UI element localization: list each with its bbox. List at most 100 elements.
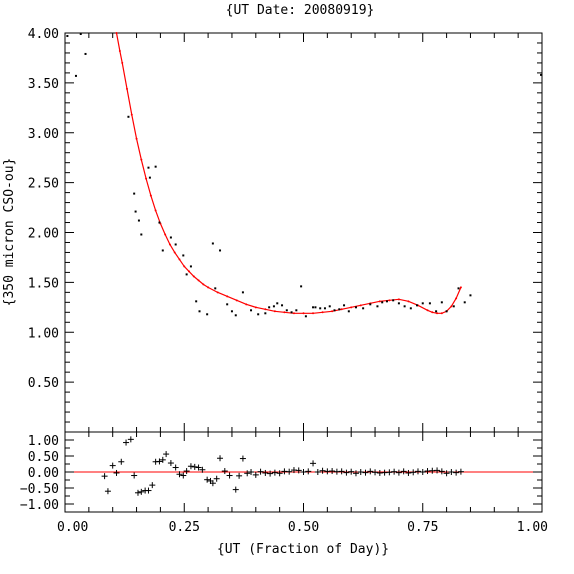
data-point <box>304 315 307 318</box>
data-point <box>319 307 322 310</box>
residual-y-tick-label: −1.00 <box>20 498 59 513</box>
fit-curve <box>115 32 462 314</box>
data-point <box>295 309 298 312</box>
fit-marker <box>164 233 167 236</box>
data-point <box>347 310 350 313</box>
data-point <box>281 304 284 307</box>
residual-point <box>118 458 125 465</box>
residual-point <box>352 470 359 477</box>
y-tick-label: 4.00 <box>28 27 59 42</box>
data-point <box>381 301 384 304</box>
fit-marker <box>130 113 133 116</box>
residual-point <box>104 488 111 495</box>
x-tick-label: 1.00 <box>517 520 548 535</box>
data-point <box>84 52 87 55</box>
y-tick-label: 1.50 <box>28 276 59 291</box>
data-point <box>416 304 419 307</box>
residual-point <box>134 489 141 496</box>
residual-point <box>195 464 202 471</box>
data-point <box>312 306 315 309</box>
data-points-group <box>66 32 543 318</box>
data-point <box>463 301 466 304</box>
data-point <box>189 265 192 268</box>
data-point <box>250 309 253 312</box>
residual-point <box>271 469 278 476</box>
data-point <box>234 314 237 317</box>
fit-marker <box>140 158 143 161</box>
fit-marker <box>118 49 121 52</box>
data-point <box>290 311 293 314</box>
fit-curve-group <box>115 32 462 315</box>
data-point <box>343 304 346 307</box>
data-point <box>214 287 217 290</box>
data-point <box>148 176 151 179</box>
residual-point <box>232 486 239 493</box>
y-tick-label: 1.00 <box>28 326 59 341</box>
residual-point <box>400 468 407 475</box>
residual-point <box>113 469 120 476</box>
residual-point <box>209 480 216 487</box>
residual-point <box>244 470 251 477</box>
data-point <box>362 307 365 310</box>
fit-marker <box>302 312 305 315</box>
x-tick-label: 0.75 <box>407 520 438 535</box>
data-point <box>154 165 157 168</box>
fit-marker <box>145 177 148 180</box>
data-point <box>338 308 341 311</box>
data-point <box>272 305 275 308</box>
data-point <box>134 210 137 213</box>
fit-marker <box>154 209 157 212</box>
residual-points-group <box>101 436 464 496</box>
fit-marker <box>350 306 353 309</box>
residual-point <box>163 451 170 458</box>
fit-marker <box>426 309 429 312</box>
residual-point <box>236 472 243 479</box>
data-point <box>226 303 229 306</box>
fit-marker <box>178 258 181 261</box>
fit-marker <box>321 311 324 314</box>
residual-point <box>348 468 355 475</box>
residual-point <box>438 468 445 475</box>
fit-marker <box>183 265 186 268</box>
fit-marker <box>126 87 129 90</box>
residual-point <box>295 467 302 474</box>
data-point <box>376 305 379 308</box>
residual-point <box>414 468 421 475</box>
fit-marker <box>173 251 176 254</box>
main-panel: 0.50 1.00 1.50 2.00 2.50 3.00 3.50 4.00 <box>28 27 543 433</box>
residual-point <box>149 482 156 489</box>
residual-point <box>329 468 336 475</box>
y-tick-label: 3.00 <box>28 127 59 142</box>
residual-panel-ticks: 1.000.500.00−0.50−1.000.00 0.25 0.50 0.75 1.… <box>20 431 548 535</box>
residual-point <box>145 487 152 494</box>
residual-point <box>319 467 326 474</box>
data-point <box>211 242 214 245</box>
fit-marker <box>226 295 229 298</box>
fit-marker <box>121 61 124 64</box>
residual-point <box>180 472 187 479</box>
data-point <box>403 305 406 308</box>
residual-point <box>314 469 321 475</box>
x-tick-label: 0.50 <box>288 520 319 535</box>
x-tick-label: 0.00 <box>57 520 88 535</box>
fit-marker <box>388 299 391 302</box>
data-point <box>133 192 136 195</box>
residual-point <box>448 469 455 475</box>
residual-point <box>286 468 293 475</box>
fit-marker <box>216 291 219 294</box>
data-point <box>397 302 400 305</box>
data-point <box>66 34 69 37</box>
fit-marker <box>359 304 362 307</box>
data-point <box>435 310 438 313</box>
data-point <box>300 285 303 288</box>
residual-y-tick-label: 0.50 <box>28 450 59 465</box>
residual-point <box>252 471 259 478</box>
data-point <box>257 313 260 316</box>
data-point <box>161 249 164 252</box>
y-axis-label: {350 micron CSO-ou} <box>2 158 17 307</box>
residual-point <box>159 456 166 463</box>
data-point <box>452 305 455 308</box>
residual-point <box>372 469 379 476</box>
residual-point <box>176 471 183 478</box>
residual-point <box>213 475 220 482</box>
